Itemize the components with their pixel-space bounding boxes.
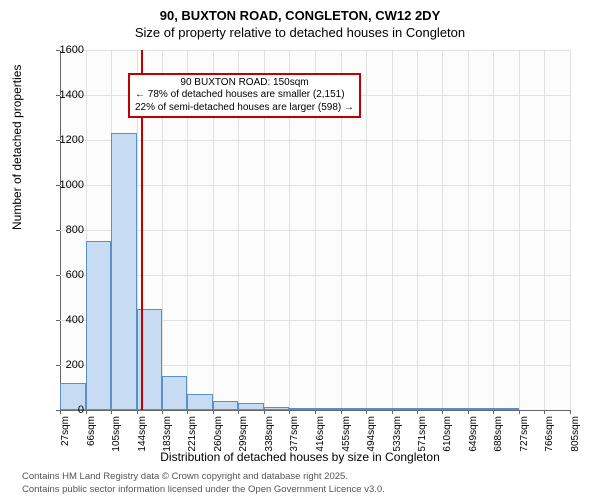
annotation-smaller: ← 78% of detached houses are smaller (2,… — [135, 89, 354, 102]
ytick-label: 1400 — [44, 89, 84, 101]
ytick-label: 200 — [44, 359, 84, 371]
gridline-vertical — [417, 50, 418, 410]
title-line2: Size of property relative to detached ho… — [0, 23, 600, 40]
ytick-label: 800 — [44, 224, 84, 236]
footer-attribution: Contains HM Land Registry data © Crown c… — [22, 471, 385, 496]
histogram-bar — [238, 403, 264, 410]
xtick-mark — [341, 410, 342, 414]
xtick-mark — [187, 410, 188, 414]
xtick-mark — [544, 410, 545, 414]
annotation-larger: 22% of semi-detached houses are larger (… — [135, 102, 354, 115]
gridline-vertical — [519, 50, 520, 410]
histogram-bar — [493, 408, 519, 410]
xtick-mark — [162, 410, 163, 414]
histogram-bar — [111, 133, 137, 410]
annotation-title: 90 BUXTON ROAD: 150sqm — [135, 77, 354, 90]
ytick-label: 1000 — [44, 179, 84, 191]
xtick-mark — [519, 410, 520, 414]
xtick-mark — [493, 410, 494, 414]
xtick-mark — [468, 410, 469, 414]
gridline-vertical — [544, 50, 545, 410]
xtick-mark — [238, 410, 239, 414]
gridline-vertical — [442, 50, 443, 410]
histogram-bar — [468, 408, 494, 410]
histogram-bar — [162, 376, 187, 410]
xtick-mark — [392, 410, 393, 414]
xtick-mark — [111, 410, 112, 414]
histogram-bar — [264, 407, 290, 410]
histogram-bar — [417, 408, 443, 410]
histogram-bar — [213, 401, 239, 410]
gridline-vertical — [392, 50, 393, 410]
plot-area: 90 BUXTON ROAD: 150sqm← 78% of detached … — [60, 50, 570, 410]
xtick-mark — [289, 410, 290, 414]
xtick-mark — [570, 410, 571, 414]
gridline-vertical — [468, 50, 469, 410]
xtick-mark — [213, 410, 214, 414]
xtick-mark — [417, 410, 418, 414]
ytick-label: 1200 — [44, 134, 84, 146]
annotation-box: 90 BUXTON ROAD: 150sqm← 78% of detached … — [128, 73, 361, 119]
xtick-mark — [315, 410, 316, 414]
gridline-vertical — [570, 50, 571, 410]
ytick-label: 400 — [44, 314, 84, 326]
xtick-mark — [264, 410, 265, 414]
gridline-vertical — [366, 50, 367, 410]
xtick-mark — [137, 410, 138, 414]
xtick-mark — [442, 410, 443, 414]
footer-line1: Contains HM Land Registry data © Crown c… — [22, 471, 385, 483]
xtick-mark — [366, 410, 367, 414]
histogram-bar — [341, 408, 367, 410]
x-axis-label: Distribution of detached houses by size … — [0, 450, 600, 464]
chart-container: 90, BUXTON ROAD, CONGLETON, CW12 2DY Siz… — [0, 0, 600, 500]
histogram-bar — [187, 394, 213, 410]
xtick-mark — [86, 410, 87, 414]
title-line1: 90, BUXTON ROAD, CONGLETON, CW12 2DY — [0, 0, 600, 23]
ytick-label: 600 — [44, 269, 84, 281]
ytick-label: 1600 — [44, 44, 84, 56]
footer-line2: Contains public sector information licen… — [22, 484, 385, 496]
histogram-bar — [289, 408, 315, 410]
histogram-bar — [86, 241, 112, 410]
histogram-bar — [392, 408, 417, 410]
gridline-vertical — [493, 50, 494, 410]
histogram-bar — [315, 408, 341, 410]
histogram-bar — [442, 408, 468, 410]
ytick-label: 0 — [44, 404, 84, 416]
y-axis-label: Number of detached properties — [10, 65, 24, 230]
histogram-bar — [366, 408, 392, 410]
